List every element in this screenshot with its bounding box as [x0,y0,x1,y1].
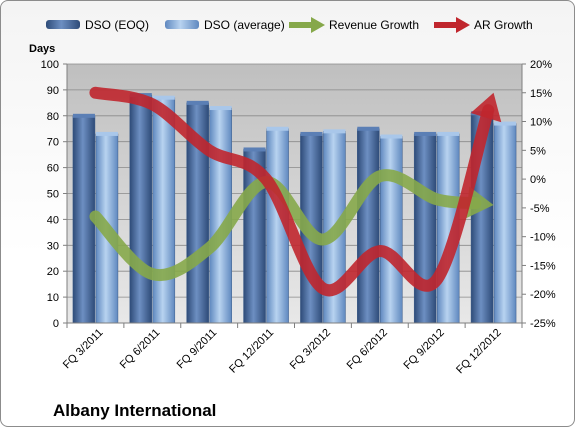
bar-cap-dso-average-fq-12-2012 [494,121,517,126]
y-right-tick-label-15: -15% [530,260,556,272]
y-left-tick-label-80: 80 [47,111,59,123]
bar-dso-average-fq-12-2012 [493,123,517,324]
y-right-tick-label-5: -5% [530,203,550,215]
bar-cap-dso-average-fq-9-2011 [209,106,232,111]
legend-item-ar-growth: AR Growth [434,17,533,33]
bar-cap-dso-average-fq-6-2012 [380,134,403,139]
legend-arrowhead-ar-growth [456,17,470,33]
bar-cap-dso-eoq-fq-6-2012 [357,126,380,131]
x-tick-label-fq-9-2011: FQ 9/2011 [175,327,220,372]
y-left-tick-label-40: 40 [47,214,59,226]
bar-cap-dso-average-fq-6-2011 [152,95,175,100]
y-left-tick-label-0: 0 [53,318,59,330]
y-left-tick-label-60: 60 [47,163,59,175]
x-axis-ticks: FQ 3/2011 FQ 6/2011 FQ 9/2011 FQ 12/2011 FQ … [61,323,523,377]
bar-cap-dso-average-fq-12-2011 [266,126,289,131]
y-right-tick-label-20: 20% [530,59,552,71]
chart-legend: DSO (EOQ) DSO (average) Revenue Growth A… [46,17,533,33]
bar-dso-average-fq-6-2011 [152,97,176,324]
y-axis-unit-label: Days [29,43,55,55]
y-right-tick-label-15: 15% [530,88,552,100]
legend-item-dso-average: DSO (average) [165,18,285,32]
y-axis-left-ticks: 0 10 20 30 40 50 60 70 80 90 100 [41,59,67,330]
bar-dso-eoq-fq-6-2011 [129,94,153,324]
bar-cap-dso-eoq-fq-12-2011 [243,147,266,152]
x-tick-label-fq-9-2012: FQ 9/2012 [402,327,447,372]
y-left-tick-label-10: 10 [47,292,59,304]
y-left-tick-label-20: 20 [47,266,59,278]
arrowhead-ar-growth [470,92,502,123]
arrowhead-revenue-growth [466,186,494,219]
y-right-tick-label-5: 5% [530,145,546,157]
legend-arrowhead-revenue-growth [311,17,325,33]
legend-label-ar-growth: AR Growth [474,18,533,32]
legend-label-dso-average: DSO (average) [204,18,285,32]
bar-cap-dso-eoq-fq-3-2012 [300,131,323,136]
x-tick-label-fq-3-2012: FQ 3/2012 [288,327,333,372]
y-left-tick-label-30: 30 [47,240,59,252]
y-right-tick-label-10: 10% [530,117,552,129]
y-left-tick-label-70: 70 [47,137,59,149]
y-right-tick-label-0: 0% [530,174,546,186]
x-tick-label-fq-12-2011: FQ 12/2011 [227,327,276,376]
x-tick-label-fq-6-2011: FQ 6/2011 [118,327,163,372]
legend-swatch-dso-eoq [46,20,80,29]
bar-dso-eoq-fq-6-2012 [357,128,380,324]
bar-cap-dso-average-fq-3-2012 [323,129,346,134]
growth-lines [89,86,502,297]
bar-cap-dso-average-fq-9-2012 [437,131,460,136]
bar-cap-dso-average-fq-3-2011 [95,131,118,136]
company-name: Albany International [53,401,216,420]
bar-cap-dso-eoq-fq-9-2011 [186,100,209,105]
x-tick-label-fq-12-2012: FQ 12/2012 [454,327,504,377]
legend-label-dso-eoq: DSO (EOQ) [85,18,149,32]
x-tick-label-fq-6-2012: FQ 6/2012 [345,327,390,372]
line-ar-growth [89,86,495,297]
y-axis-right-ticks: -25% -20% -15% -10% -5% 0% 5% 10% 15% 20% [522,59,556,330]
bar-cap-dso-eoq-fq-9-2012 [414,131,437,136]
bar-cap-dso-eoq-fq-3-2011 [72,113,95,118]
y-left-tick-label-90: 90 [47,85,59,97]
legend-item-revenue-growth: Revenue Growth [289,17,419,33]
y-left-tick-label-50: 50 [47,189,59,201]
y-right-tick-label-20: -20% [530,289,556,301]
y-right-tick-label-10: -10% [530,232,556,244]
y-right-tick-label-25: -25% [530,318,556,330]
legend-swatch-dso-average [165,20,199,29]
bar-dso-average-fq-6-2012 [380,136,403,324]
legend-item-dso-eoq: DSO (EOQ) [46,18,149,32]
x-tick-label-fq-3-2011: FQ 3/2011 [61,327,106,372]
y-left-tick-label-100: 100 [41,59,59,71]
line-revenue-growth [89,169,482,282]
legend-label-revenue-growth: Revenue Growth [329,18,419,32]
bar-dso-eoq-fq-9-2012 [413,133,437,324]
